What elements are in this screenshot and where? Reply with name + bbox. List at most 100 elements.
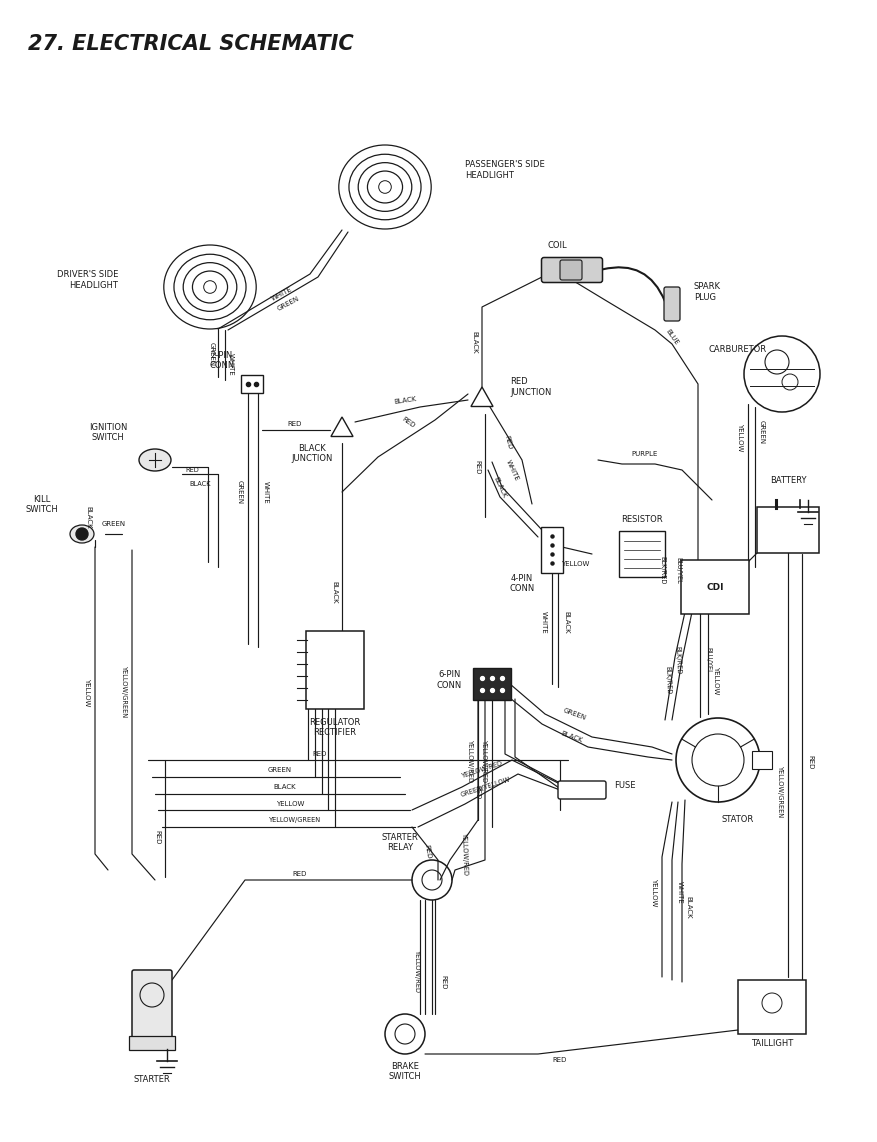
FancyBboxPatch shape xyxy=(473,668,510,700)
Text: WHITE: WHITE xyxy=(540,611,546,634)
Ellipse shape xyxy=(70,525,94,542)
FancyBboxPatch shape xyxy=(618,531,664,577)
FancyBboxPatch shape xyxy=(132,970,172,1044)
Text: BLACK: BLACK xyxy=(331,580,337,603)
Ellipse shape xyxy=(139,449,171,471)
Text: RED: RED xyxy=(185,467,199,473)
Text: COIL: COIL xyxy=(546,241,567,250)
Text: RED: RED xyxy=(292,871,307,877)
Text: BLACK: BLACK xyxy=(562,611,568,634)
Text: WHITE: WHITE xyxy=(270,286,293,301)
Text: YELLOW/RED: YELLOW/RED xyxy=(414,950,419,994)
FancyBboxPatch shape xyxy=(560,260,581,280)
Circle shape xyxy=(378,180,391,193)
Text: WHITE: WHITE xyxy=(228,353,234,376)
Text: CARBURETOR: CARBURETOR xyxy=(708,345,766,354)
Text: BLACK: BLACK xyxy=(393,395,417,404)
Text: BLACK: BLACK xyxy=(470,331,476,353)
Text: YELLOW: YELLOW xyxy=(736,423,742,451)
Text: GREEN: GREEN xyxy=(562,707,587,721)
Text: BLACK: BLACK xyxy=(560,731,583,743)
Text: GREEN/YELLOW: GREEN/YELLOW xyxy=(459,777,510,798)
Text: RED: RED xyxy=(474,785,480,799)
Text: YELLOW/RED: YELLOW/RED xyxy=(460,833,468,876)
Text: STATOR: STATOR xyxy=(721,815,753,825)
Text: GREEN: GREEN xyxy=(237,480,243,504)
Text: 6-PIN
CONN: 6-PIN CONN xyxy=(436,670,461,690)
FancyBboxPatch shape xyxy=(541,257,602,282)
Text: RED: RED xyxy=(288,421,302,427)
FancyBboxPatch shape xyxy=(751,751,771,769)
FancyBboxPatch shape xyxy=(681,560,748,614)
Text: RESISTOR: RESISTOR xyxy=(621,515,662,524)
Text: RED: RED xyxy=(312,751,327,757)
FancyBboxPatch shape xyxy=(663,287,679,321)
Text: REGULATOR
RECTIFIER: REGULATOR RECTIFIER xyxy=(309,718,360,738)
Text: YELLOW/GREEN: YELLOW/GREEN xyxy=(268,817,321,823)
Text: CDI: CDI xyxy=(705,582,723,592)
Text: WHITE: WHITE xyxy=(504,458,519,482)
Text: GREEN: GREEN xyxy=(102,521,126,526)
Text: WHITE: WHITE xyxy=(263,481,268,504)
Text: BLK/RED: BLK/RED xyxy=(664,666,671,694)
Text: DRIVER'S SIDE
HEADLIGHT: DRIVER'S SIDE HEADLIGHT xyxy=(56,271,118,290)
Text: TAILLIGHT: TAILLIGHT xyxy=(750,1039,792,1048)
Text: RED: RED xyxy=(439,975,446,989)
Text: IGNITION
SWITCH: IGNITION SWITCH xyxy=(89,423,127,442)
Text: BLACK: BLACK xyxy=(684,895,690,918)
Text: PASSENGER'S SIDE
HEADLIGHT: PASSENGER'S SIDE HEADLIGHT xyxy=(465,160,544,179)
Text: YELLOW: YELLOW xyxy=(560,561,588,566)
Text: KILL
SWITCH: KILL SWITCH xyxy=(25,494,58,514)
Text: BLU/YEL: BLU/YEL xyxy=(704,646,710,674)
Text: RED: RED xyxy=(503,434,512,450)
FancyBboxPatch shape xyxy=(540,526,562,573)
Text: GREEN: GREEN xyxy=(209,341,215,367)
FancyBboxPatch shape xyxy=(756,507,818,553)
Circle shape xyxy=(76,528,88,540)
Text: STARTER
RELAY: STARTER RELAY xyxy=(381,833,418,852)
Text: BLK/RED: BLK/RED xyxy=(659,556,664,585)
Text: YELLOW/RED: YELLOW/RED xyxy=(460,761,503,780)
Circle shape xyxy=(203,281,216,293)
Text: YELLOW: YELLOW xyxy=(712,666,718,694)
Text: RED
JUNCTION: RED JUNCTION xyxy=(510,377,551,396)
Text: 27. ELECTRICAL SCHEMATIC: 27. ELECTRICAL SCHEMATIC xyxy=(28,34,353,54)
Polygon shape xyxy=(470,387,493,407)
Text: BLK/RED: BLK/RED xyxy=(674,645,681,674)
Polygon shape xyxy=(331,417,353,436)
Text: RED: RED xyxy=(424,844,431,860)
Text: PURPLE: PURPLE xyxy=(631,451,658,457)
Text: FUSE: FUSE xyxy=(613,780,635,789)
Text: GREEN: GREEN xyxy=(275,296,300,312)
Text: BLU/YEL: BLU/YEL xyxy=(674,556,681,584)
Text: RED: RED xyxy=(153,830,160,844)
Text: YELLOW: YELLOW xyxy=(84,678,90,706)
Text: BLACK: BLACK xyxy=(85,506,91,529)
Text: BATTERY: BATTERY xyxy=(769,476,805,485)
Text: RED: RED xyxy=(400,416,415,428)
Text: GREEN: GREEN xyxy=(267,767,292,773)
Text: BLACK: BLACK xyxy=(189,481,210,486)
Text: GREEN: GREEN xyxy=(758,420,764,444)
Text: 4-PIN
CONN: 4-PIN CONN xyxy=(509,574,534,594)
FancyBboxPatch shape xyxy=(306,632,364,709)
Text: YELLOW/GREEN: YELLOW/GREEN xyxy=(121,666,127,718)
FancyBboxPatch shape xyxy=(558,781,605,799)
Text: BRAKE
SWITCH: BRAKE SWITCH xyxy=(389,1062,421,1081)
Text: YELLOW/GREEN: YELLOW/GREEN xyxy=(776,766,782,818)
Text: STARTER: STARTER xyxy=(133,1075,170,1084)
Text: RED: RED xyxy=(474,460,480,474)
Text: YELLOW/RED: YELLOW/RED xyxy=(467,740,473,783)
Text: RED: RED xyxy=(806,755,812,770)
Text: YELLOW: YELLOW xyxy=(650,878,656,907)
Text: SPARK
PLUG: SPARK PLUG xyxy=(693,282,720,301)
Text: BLACK: BLACK xyxy=(492,475,507,499)
Text: WHITE: WHITE xyxy=(676,880,682,903)
FancyBboxPatch shape xyxy=(240,375,263,393)
FancyBboxPatch shape xyxy=(129,1036,175,1049)
Text: BLACK
JUNCTION: BLACK JUNCTION xyxy=(291,444,332,464)
Text: YELLOW: YELLOW xyxy=(275,801,303,807)
Text: YELLOW/RED: YELLOW/RED xyxy=(481,740,487,783)
Text: BLACK: BLACK xyxy=(274,785,296,790)
Text: RED: RED xyxy=(553,1057,567,1063)
